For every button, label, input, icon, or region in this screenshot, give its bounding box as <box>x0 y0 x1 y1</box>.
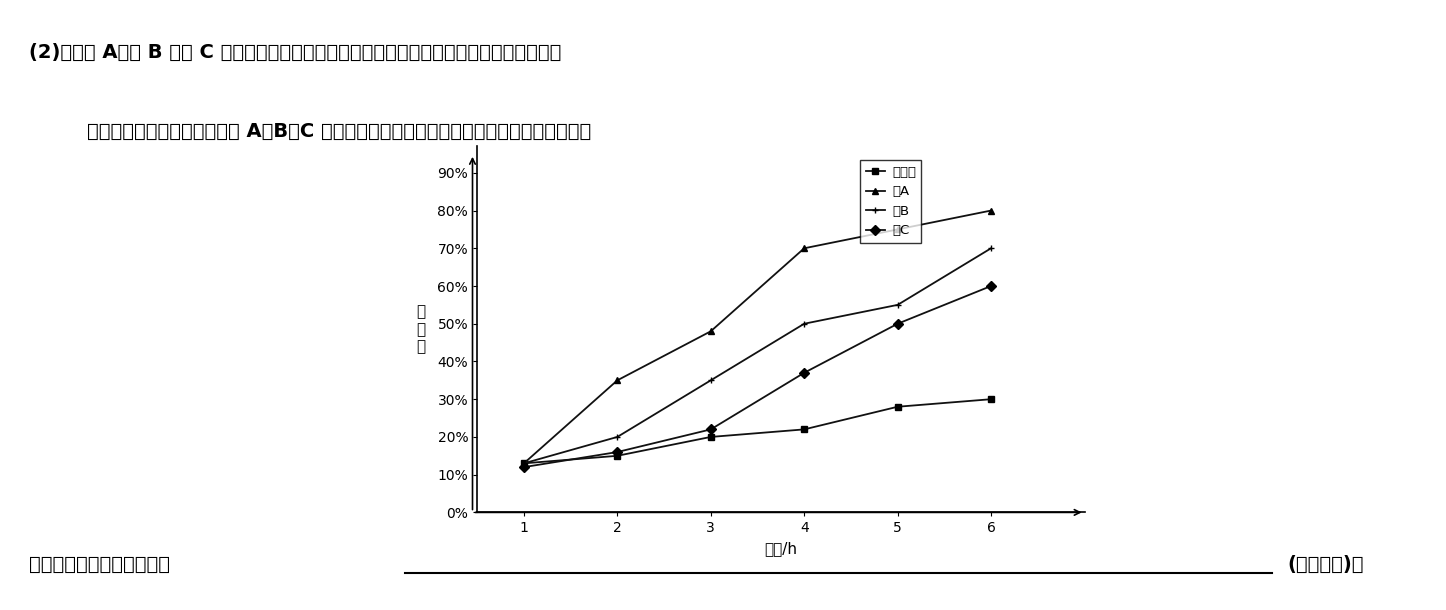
对照组 <box>795 426 813 433</box>
Line: 酶C: 酶C <box>521 282 995 470</box>
Text: 据图分析，可得出的结论是: 据图分析，可得出的结论是 <box>29 555 171 574</box>
酶A <box>889 226 907 233</box>
Text: 每隔一段时间，测量分别使用 A、B、C 三种醂处理过的果汁的透光率，实验结果如图所示。: 每隔一段时间，测量分别使用 A、B、C 三种醂处理过的果汁的透光率，实验结果如图… <box>87 122 591 141</box>
酶B <box>515 460 532 467</box>
Line: 对照组: 对照组 <box>521 396 995 467</box>
酶A <box>795 245 813 252</box>
酶A <box>609 377 626 384</box>
酶B <box>703 377 720 384</box>
酶B <box>889 301 907 309</box>
Legend: 对照组, 酶A, 酶B, 酶C: 对照组, 酶A, 酶B, 酶C <box>860 160 921 243</box>
Text: (2)现有醂 A、醂 B 和醂 C 三种果胶醂，某小组为探究三种果胶醂对提高果汁澄清度的影响，: (2)现有醂 A、醂 B 和醂 C 三种果胶醂，某小组为探究三种果胶醂对提高果汁… <box>29 43 561 62</box>
酶C <box>609 448 626 456</box>
酶B <box>982 245 999 252</box>
酶A <box>515 460 532 467</box>
酶C <box>515 464 532 471</box>
酶B <box>609 433 626 440</box>
酶C <box>795 369 813 376</box>
Line: 酶A: 酶A <box>521 207 995 467</box>
对照组 <box>982 395 999 403</box>
酶B <box>795 320 813 328</box>
对照组 <box>889 403 907 411</box>
对照组 <box>703 433 720 440</box>
酶A <box>982 207 999 214</box>
Text: (答出两点)。: (答出两点)。 <box>1287 555 1364 574</box>
酶C <box>982 282 999 290</box>
X-axis label: 时间/h: 时间/h <box>765 541 797 556</box>
酶A <box>703 328 720 335</box>
对照组 <box>515 460 532 467</box>
Y-axis label: 颗
光
率: 颗 光 率 <box>416 304 425 354</box>
对照组 <box>609 452 626 459</box>
酶C <box>703 426 720 433</box>
Line: 酶B: 酶B <box>521 245 995 467</box>
酶C <box>889 320 907 328</box>
